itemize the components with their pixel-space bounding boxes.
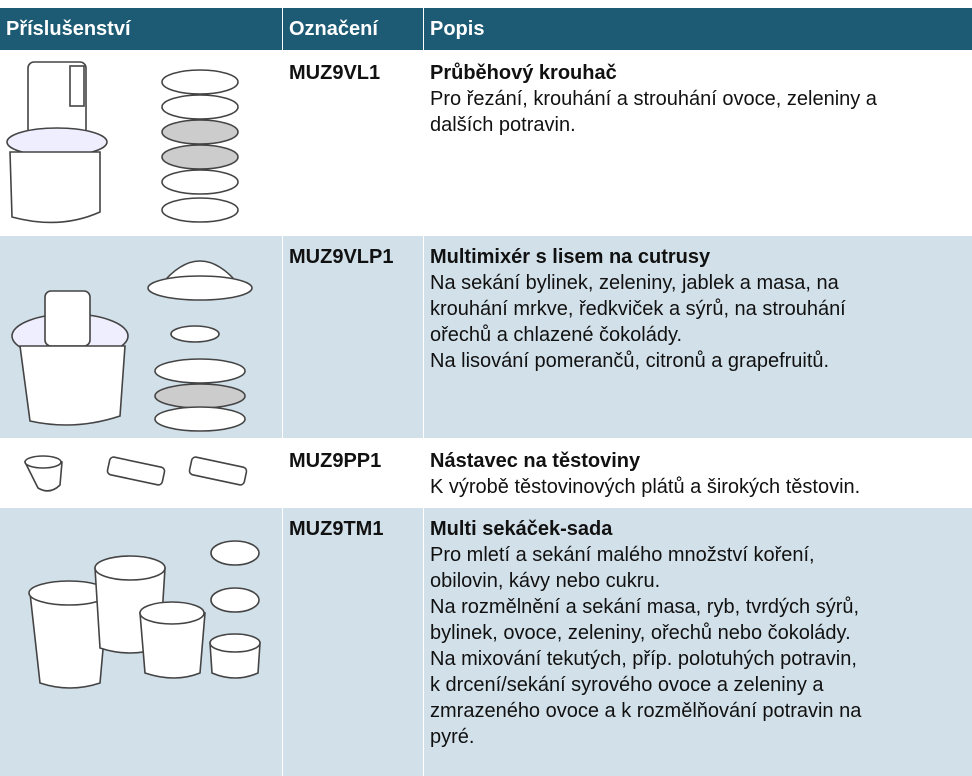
description-line: Pro mletí a sekání malého množství kořen… <box>430 544 815 566</box>
description-line: krouhání mrkve, ředkviček a sýrů, na str… <box>430 298 846 320</box>
description-line: Na mixování tekutých, příp. polotuhých p… <box>430 648 857 670</box>
product-title: Multi sekáček-sada <box>430 518 613 540</box>
description-cell: Nástavec na těstoviny K výrobě těstovinov… <box>424 440 972 506</box>
illustration-slicer <box>6 61 239 224</box>
description-cell: Multi sekáček-sada Pro mletí a sekání mal… <box>424 508 972 776</box>
description-cell: Průběhový krouhač Pro řezání, krouhání a … <box>424 52 972 234</box>
product-title: Multimixér s lisem na cutrusy <box>430 246 711 268</box>
description-line: Pro řezání, krouhání a strouhání ovoce, … <box>430 88 877 110</box>
product-code: MUZ9TM1 <box>283 508 423 776</box>
illustration-pasta <box>23 455 248 492</box>
description-line: dalších potravin. <box>430 114 576 136</box>
description-line: obilovin, kávy nebo cukru. <box>430 570 661 592</box>
description-line: Na sekání bylinek, zeleniny, jablek a ma… <box>430 272 839 294</box>
header-cell: Označení <box>283 8 423 50</box>
description-line: bylinek, ovoce, zeleniny, ořechů nebo čo… <box>430 622 851 644</box>
description-line: ořechů a chlazené čokolády. <box>430 324 683 346</box>
header-cell: Popis <box>424 8 972 50</box>
product-code: MUZ9VL1 <box>289 62 381 84</box>
product-code: MUZ9PP1 <box>289 450 382 472</box>
illustration-chopper <box>28 540 261 689</box>
product-title: Nástavec na těstoviny <box>430 450 641 472</box>
description-line: zmrazeného ovoce a k rozmělňování potrav… <box>430 700 862 722</box>
description-line: Na lisování pomerančů, citronů a grapefr… <box>430 350 830 372</box>
description-line: K výrobě těstovinových plátů a širokých … <box>430 476 861 498</box>
header-cell: Příslušenství <box>0 8 282 50</box>
product-title: Průběhový krouhač <box>430 62 617 84</box>
description-line: Na rozmělnění a sekání masa, ryb, tvrdýc… <box>430 596 860 618</box>
illustration-mixer <box>11 260 253 432</box>
description-line: k drcení/sekání syrového ovoce a zelenin… <box>430 674 824 696</box>
description-line: pyré. <box>430 726 475 748</box>
product-code: MUZ9VLP1 <box>283 236 423 438</box>
description-cell: Multimixér s lisem na cutrusy Na sekání b… <box>424 236 972 438</box>
